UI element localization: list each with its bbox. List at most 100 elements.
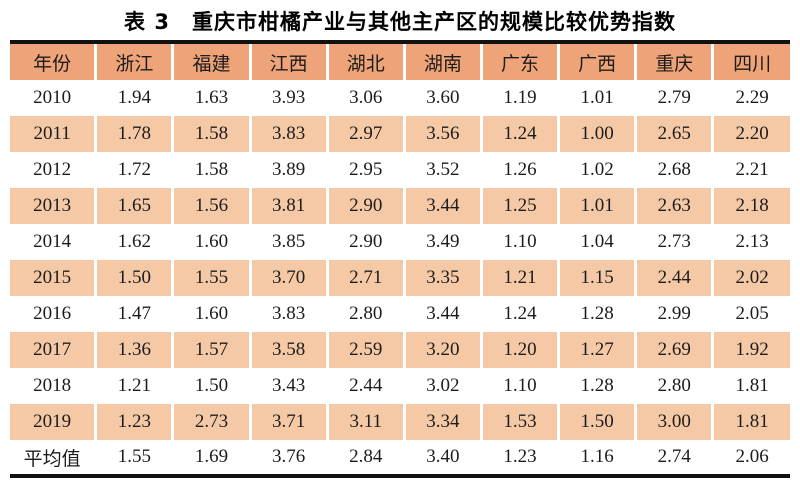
value-cell: 1.62 <box>94 224 173 260</box>
value-cell: 3.49 <box>402 224 482 260</box>
header-cell-province: 广东 <box>479 42 559 80</box>
header-cell-province: 四川 <box>711 42 790 80</box>
table-row: 2016 1.47 1.60 3.83 2.80 3.44 1.24 1.28 2.99 2.05 <box>10 296 790 332</box>
value-cell: 2.90 <box>325 188 405 224</box>
header-cell-province: 广西 <box>557 42 636 80</box>
value-cell: 1.23 <box>479 440 559 476</box>
value-cell: 3.83 <box>248 116 328 152</box>
value-cell: 1.69 <box>171 440 251 476</box>
value-cell: 1.53 <box>479 404 559 440</box>
row-label-cell: 2018 <box>33 375 72 396</box>
row-label-cell: 2016 <box>33 303 72 324</box>
header-row: 年份 浙江 福建 江西 湖北 湖南 广东 广西 重庆 四川 <box>10 42 790 80</box>
value-cell: 3.93 <box>248 80 328 116</box>
value-cell: 2.59 <box>325 332 405 368</box>
value-cell: 3.40 <box>402 440 482 476</box>
value-cell: 3.60 <box>402 80 482 116</box>
header-cell-province: 福建 <box>171 42 251 80</box>
table-row: 2013 1.65 1.56 3.81 2.90 3.44 1.25 1.01 2.63 2.18 <box>10 188 790 224</box>
table-title: 表 3 重庆市柑橘产业与其他主产区的规模比较优势指数 <box>124 10 676 34</box>
value-cell: 1.60 <box>171 296 251 332</box>
table-row: 2015 1.50 1.55 3.70 2.71 3.35 1.21 1.15 2.44 2.02 <box>10 260 790 296</box>
value-cell: 1.50 <box>171 368 251 404</box>
value-cell: 1.50 <box>557 404 636 440</box>
value-cell: 3.85 <box>248 224 328 260</box>
value-cell: 1.19 <box>479 80 559 116</box>
value-cell: 2.06 <box>711 440 790 476</box>
table-row: 2017 1.36 1.57 3.58 2.59 3.20 1.20 1.27 2.69 1.92 <box>10 332 790 368</box>
value-cell: 1.00 <box>557 116 636 152</box>
header-cell-province: 江西 <box>248 42 328 80</box>
value-cell: 3.70 <box>248 260 328 296</box>
value-cell: 3.06 <box>325 80 405 116</box>
value-cell: 2.02 <box>711 260 790 296</box>
value-cell: 2.13 <box>711 224 790 260</box>
value-cell: 2.69 <box>634 332 713 368</box>
value-cell: 3.52 <box>402 152 482 188</box>
value-cell: 1.57 <box>171 332 251 368</box>
table-header: 年份 浙江 福建 江西 湖北 湖南 广东 广西 重庆 四川 <box>10 42 790 80</box>
value-cell: 1.10 <box>479 368 559 404</box>
value-cell: 3.35 <box>402 260 482 296</box>
value-cell: 1.92 <box>711 332 790 368</box>
header-cell-province: 重庆 <box>634 42 713 80</box>
value-cell: 1.24 <box>479 296 559 332</box>
value-cell: 2.80 <box>634 368 713 404</box>
value-cell: 1.56 <box>171 188 251 224</box>
value-cell: 3.34 <box>402 404 482 440</box>
value-cell: 1.26 <box>479 152 559 188</box>
value-cell: 2.21 <box>711 152 790 188</box>
value-cell: 2.44 <box>325 368 405 404</box>
row-label-cell: 2015 <box>10 260 96 296</box>
value-cell: 1.58 <box>171 152 251 188</box>
value-cell: 1.23 <box>94 404 173 440</box>
value-cell: 2.73 <box>171 404 251 440</box>
value-cell: 2.97 <box>325 116 405 152</box>
table-row: 2018 1.21 1.50 3.43 2.44 3.02 1.10 1.28 2.80 1.81 <box>10 368 790 404</box>
row-label-cell: 2017 <box>10 332 96 368</box>
row-label-cell: 平均值 <box>23 448 81 470</box>
value-cell: 1.36 <box>94 332 173 368</box>
row-label-cell: 2019 <box>10 404 96 440</box>
value-cell: 1.55 <box>94 440 173 476</box>
value-cell: 2.63 <box>634 188 713 224</box>
value-cell: 2.18 <box>711 188 790 224</box>
value-cell: 1.50 <box>94 260 173 296</box>
value-cell: 3.44 <box>402 188 482 224</box>
value-cell: 2.71 <box>325 260 405 296</box>
value-cell: 1.47 <box>94 296 173 332</box>
value-cell: 1.94 <box>94 80 173 116</box>
value-cell: 2.44 <box>634 260 713 296</box>
table-row: 2010 1.94 1.63 3.93 3.06 3.60 1.19 1.01 2.79 2.29 <box>10 80 790 116</box>
value-cell: 1.63 <box>171 80 251 116</box>
table-row: 2011 1.78 1.58 3.83 2.97 3.56 1.24 1.00 2.65 2.20 <box>10 116 790 152</box>
header-cell-province: 湖南 <box>402 42 482 80</box>
row-label-cell: 2010 <box>33 87 72 108</box>
value-cell: 3.58 <box>248 332 328 368</box>
row-label-cell: 2011 <box>10 116 96 152</box>
value-cell: 3.20 <box>402 332 482 368</box>
table-body: 2010 1.94 1.63 3.93 3.06 3.60 1.19 1.01 2.79 2.29… <box>10 80 790 476</box>
value-cell: 1.04 <box>557 224 636 260</box>
value-cell: 3.83 <box>248 296 328 332</box>
value-cell: 1.20 <box>479 332 559 368</box>
value-cell: 3.89 <box>248 152 328 188</box>
value-cell: 3.02 <box>402 368 482 404</box>
row-label-cell: 2012 <box>33 159 72 180</box>
value-cell: 3.76 <box>248 440 328 476</box>
value-cell: 1.10 <box>479 224 559 260</box>
row-label-cell: 2014 <box>33 231 72 252</box>
value-cell: 1.24 <box>479 116 559 152</box>
value-cell: 1.27 <box>557 332 636 368</box>
value-cell: 2.65 <box>634 116 713 152</box>
value-cell: 2.84 <box>325 440 405 476</box>
value-cell: 2.68 <box>634 152 713 188</box>
header-cell-province: 浙江 <box>94 42 173 80</box>
row-label-cell: 2013 <box>10 188 96 224</box>
table-row: 2014 1.62 1.60 3.85 2.90 3.49 1.10 1.04 2.73 2.13 <box>10 224 790 260</box>
value-cell: 1.28 <box>557 368 636 404</box>
value-cell: 1.81 <box>711 404 790 440</box>
value-cell: 1.01 <box>557 188 636 224</box>
value-cell: 1.58 <box>171 116 251 152</box>
